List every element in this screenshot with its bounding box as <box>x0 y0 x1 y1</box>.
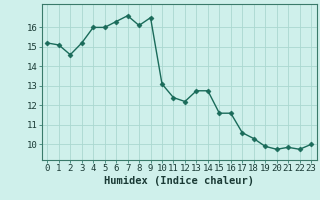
X-axis label: Humidex (Indice chaleur): Humidex (Indice chaleur) <box>104 176 254 186</box>
